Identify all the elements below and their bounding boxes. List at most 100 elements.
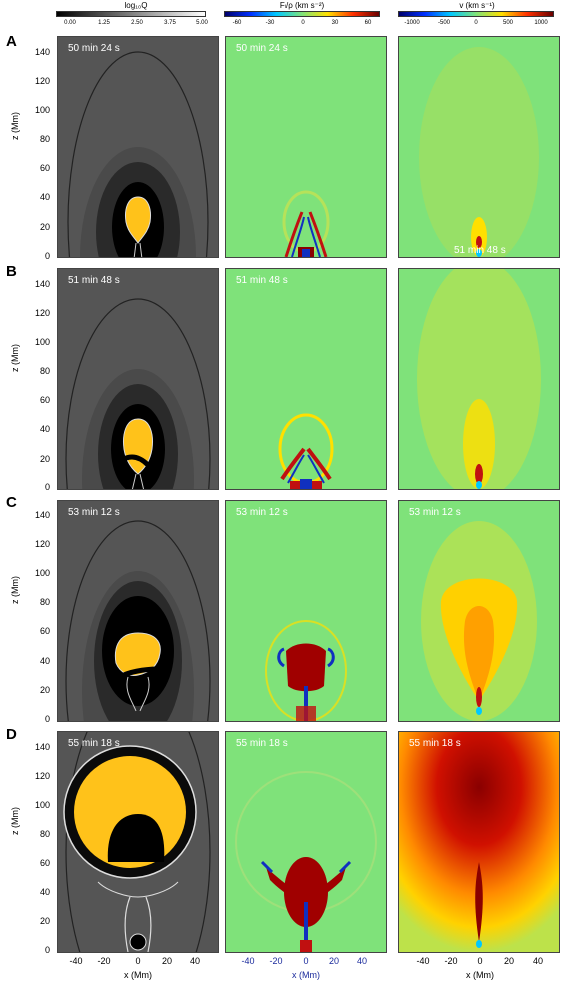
- y-tick: 120: [34, 771, 50, 781]
- y-tick: 120: [34, 539, 50, 549]
- colorbar-tick: -1000: [404, 20, 420, 26]
- velocity-map: [419, 47, 539, 257]
- y-tick: 20: [39, 222, 50, 232]
- y-tick: 40: [39, 192, 50, 202]
- q-map: [63, 732, 211, 952]
- y-tick: 100: [34, 568, 50, 578]
- time-label: 53 min 12 s: [409, 507, 461, 518]
- y-tick: 40: [39, 424, 50, 434]
- x-tick: 0: [477, 956, 483, 966]
- colorbar-velocity-bar: [398, 11, 554, 17]
- panel-a-q: 50 min 24 s: [57, 36, 219, 258]
- panel-d-q: 55 min 18 s: [57, 731, 219, 953]
- panel-a-velocity: 51 min 48 s: [398, 36, 560, 258]
- velocity-map: [399, 732, 559, 952]
- x-tick: -40: [416, 956, 430, 966]
- x-axis-label: x (Mm): [466, 970, 494, 980]
- y-tick: 0: [44, 945, 50, 955]
- time-label: 50 min 24 s: [236, 43, 288, 54]
- colorbar-tick: 500: [502, 20, 514, 26]
- y-tick: 60: [39, 858, 50, 868]
- y-tick: 40: [39, 656, 50, 666]
- x-axis-label: x (Mm): [292, 970, 320, 980]
- q-map: [65, 298, 211, 489]
- y-axis-label: z (Mm): [10, 807, 20, 835]
- time-label: 51 min 48 s: [68, 275, 120, 286]
- panel-b-force: 51 min 48 s: [225, 268, 387, 490]
- colorbar-tick: 1000: [534, 20, 548, 26]
- velocity-map: [421, 521, 537, 721]
- y-axis-label: z (Mm): [10, 576, 20, 604]
- x-tick: 20: [328, 956, 340, 966]
- colorbar-q-bar: [56, 11, 206, 17]
- y-tick: 60: [39, 626, 50, 636]
- y-tick: 140: [34, 742, 50, 752]
- time-label: 55 min 18 s: [409, 738, 461, 749]
- y-axis-label: z (Mm): [10, 112, 20, 140]
- time-label: 51 min 48 s: [236, 275, 288, 286]
- row-label-a: A: [6, 33, 17, 50]
- time-label: 51 min 48 s: [454, 245, 506, 256]
- panel-b-velocity: [398, 268, 560, 490]
- y-tick: 80: [39, 597, 50, 607]
- panel-a-force: 50 min 24 s: [225, 36, 387, 258]
- row-label-c: C: [6, 494, 17, 511]
- x-tick: 40: [532, 956, 544, 966]
- panel-c-velocity: 53 min 12 s: [398, 500, 560, 722]
- panel-d-force: 55 min 18 s: [225, 731, 387, 953]
- x-tick: 20: [161, 956, 173, 966]
- force-map: [235, 771, 377, 952]
- q-map: [65, 520, 211, 721]
- row-label-d: D: [6, 726, 17, 743]
- q-map: [67, 51, 209, 257]
- row-label-b: B: [6, 263, 17, 280]
- x-tick: -20: [269, 956, 283, 966]
- colorbar-tick: 5.00: [196, 20, 208, 26]
- y-tick: 120: [34, 308, 50, 318]
- colorbar-tick: 30: [331, 20, 339, 26]
- colorbar-tick: 0.00: [64, 20, 76, 26]
- y-tick: 20: [39, 685, 50, 695]
- y-tick: 60: [39, 395, 50, 405]
- y-tick: 80: [39, 366, 50, 376]
- colorbar-tick: 3.75: [164, 20, 176, 26]
- time-label: 55 min 18 s: [68, 738, 120, 749]
- force-map: [282, 190, 330, 257]
- time-label: 53 min 12 s: [68, 507, 120, 518]
- colorbar-tick: 1.25: [98, 20, 110, 26]
- colorbar-tick: 0: [301, 20, 305, 26]
- colorbar-force-bar: [224, 11, 380, 17]
- time-label: 53 min 12 s: [236, 507, 288, 518]
- y-tick: 40: [39, 887, 50, 897]
- colorbar-velocity-title: v (km s⁻¹): [459, 1, 495, 10]
- y-tick: 100: [34, 800, 50, 810]
- colorbar-tick: -500: [437, 20, 451, 26]
- colorbar-tick: -60: [232, 20, 242, 26]
- x-tick: 20: [503, 956, 515, 966]
- x-axis-label: x (Mm): [124, 970, 152, 980]
- y-tick: 0: [44, 714, 50, 724]
- panel-d-velocity: 55 min 18 s: [398, 731, 560, 953]
- panel-c-q: 53 min 12 s: [57, 500, 219, 722]
- x-tick: 40: [189, 956, 201, 966]
- x-tick: -40: [69, 956, 83, 966]
- force-map: [265, 620, 347, 721]
- x-tick: -20: [444, 956, 458, 966]
- velocity-map: [417, 269, 541, 489]
- time-label: 50 min 24 s: [68, 43, 120, 54]
- y-tick: 100: [34, 105, 50, 115]
- panel-c-force: 53 min 12 s: [225, 500, 387, 722]
- y-tick: 60: [39, 163, 50, 173]
- x-tick: 40: [356, 956, 368, 966]
- colorbar-tick: 60: [364, 20, 372, 26]
- y-tick: 0: [44, 251, 50, 261]
- colorbar-force-title: Fₗ/ρ (km s⁻²): [279, 1, 325, 10]
- y-tick: 140: [34, 47, 50, 57]
- x-tick: 0: [303, 956, 309, 966]
- colorbar-tick: -30: [265, 20, 275, 26]
- x-tick: -20: [97, 956, 111, 966]
- x-tick: 0: [135, 956, 141, 966]
- force-map: [278, 413, 334, 489]
- x-tick: -40: [241, 956, 255, 966]
- y-tick: 20: [39, 454, 50, 464]
